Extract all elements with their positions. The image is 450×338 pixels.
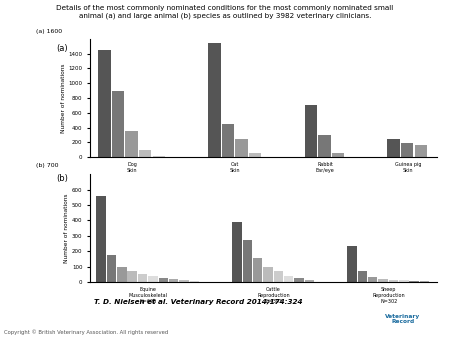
Bar bbox=[243, 240, 252, 282]
Bar bbox=[389, 280, 398, 282]
Bar bbox=[158, 277, 168, 282]
Text: Copyright © British Veterinary Association. All rights reserved: Copyright © British Veterinary Associati… bbox=[4, 329, 169, 335]
Bar bbox=[347, 246, 357, 282]
Bar bbox=[294, 279, 304, 282]
Bar bbox=[126, 131, 138, 157]
Bar bbox=[127, 271, 137, 282]
Text: (b) 700: (b) 700 bbox=[36, 163, 59, 168]
Bar bbox=[318, 135, 331, 157]
Text: (b): (b) bbox=[56, 174, 68, 183]
Text: T. D. Nielsen et al. Veterinary Record 2014;174:324: T. D. Nielsen et al. Veterinary Record 2… bbox=[94, 299, 302, 305]
Bar bbox=[96, 196, 106, 282]
Bar bbox=[117, 267, 126, 282]
Bar bbox=[249, 153, 261, 157]
Bar bbox=[274, 271, 283, 282]
Bar bbox=[284, 276, 293, 282]
Bar bbox=[222, 124, 234, 157]
Bar bbox=[235, 139, 248, 157]
Text: Details of the most commonly nominated conditions for the most commonly nominate: Details of the most commonly nominated c… bbox=[56, 5, 394, 19]
Text: (a) 1600: (a) 1600 bbox=[36, 29, 63, 34]
Bar bbox=[305, 105, 317, 157]
Y-axis label: Number of nominations: Number of nominations bbox=[61, 63, 66, 133]
Bar bbox=[410, 281, 419, 282]
Bar bbox=[99, 50, 111, 157]
Bar bbox=[139, 150, 152, 157]
Bar bbox=[387, 139, 400, 157]
Bar bbox=[138, 274, 147, 282]
Bar bbox=[153, 156, 165, 157]
Bar bbox=[332, 153, 344, 157]
Bar bbox=[263, 267, 273, 282]
Bar bbox=[208, 43, 221, 157]
Text: Veterinary
Record: Veterinary Record bbox=[385, 314, 420, 324]
Bar bbox=[253, 258, 262, 282]
Bar bbox=[368, 277, 378, 282]
Bar bbox=[414, 145, 427, 157]
Bar bbox=[112, 91, 124, 157]
Bar bbox=[378, 279, 388, 282]
Bar bbox=[148, 276, 158, 282]
Bar bbox=[305, 280, 314, 282]
Bar bbox=[401, 143, 414, 157]
Bar bbox=[358, 271, 367, 282]
Bar bbox=[169, 279, 178, 282]
Y-axis label: Number of nominations: Number of nominations bbox=[64, 193, 69, 263]
Bar bbox=[179, 280, 189, 282]
Text: (a): (a) bbox=[56, 44, 68, 53]
Bar bbox=[232, 222, 242, 282]
Bar bbox=[189, 281, 199, 282]
Bar bbox=[399, 281, 409, 282]
Bar bbox=[107, 255, 116, 282]
